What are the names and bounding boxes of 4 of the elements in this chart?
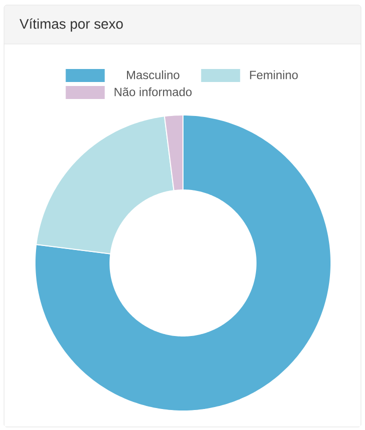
chart-title: Vítimas por sexo — [20, 18, 123, 32]
legend-label: Masculino — [127, 70, 180, 80]
legend-label: Não informado — [114, 87, 192, 96]
legend-label: Feminino — [250, 70, 298, 80]
